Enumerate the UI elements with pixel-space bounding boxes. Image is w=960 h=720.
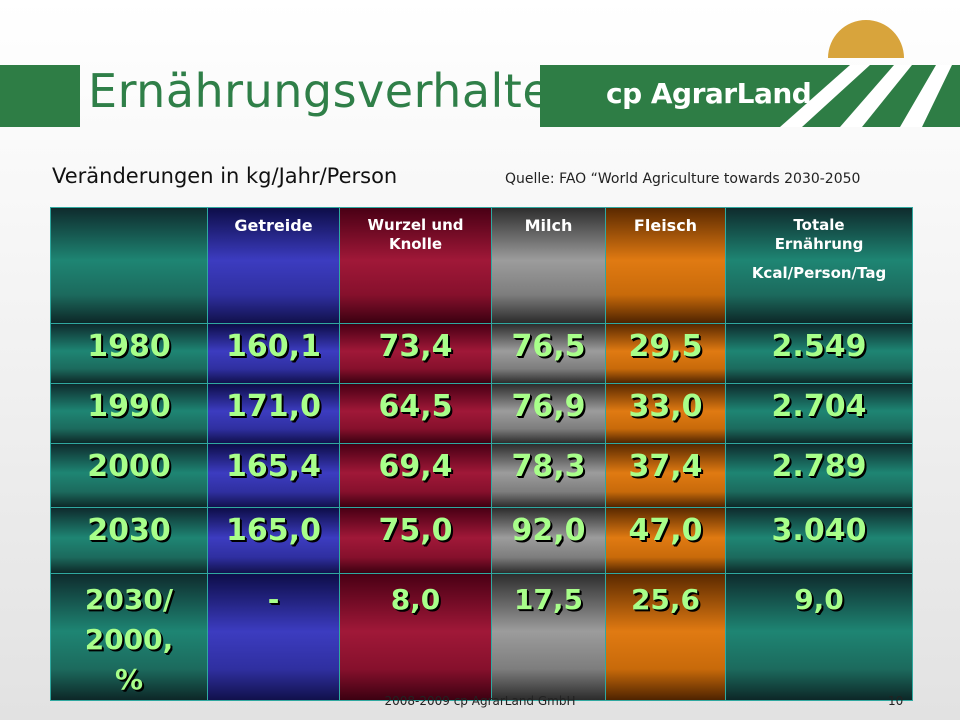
table-row: 2030 165,0 75,0 92,0 47,0 3.040 (50, 507, 913, 574)
header-cell-totale: Totale Ernährung Kcal/Person/Tag (725, 207, 913, 324)
header-label: Milch (524, 216, 573, 235)
table-row: 2000 165,4 69,4 78,3 37,4 2.789 (50, 443, 913, 508)
totale-cell: 2.704 (771, 389, 867, 424)
header-cell-fleisch: Fleisch (605, 207, 726, 324)
wurzel-cell: 64,5 (378, 389, 453, 424)
header-unit: Kcal/Person/Tag (751, 264, 887, 282)
header-label: Fleisch (633, 216, 698, 235)
totale-cell: 3.040 (771, 513, 867, 548)
sun-icon (828, 20, 904, 58)
page-number: 10 (888, 694, 904, 708)
milch-cell: 76,9 (511, 389, 586, 424)
getreide-cell: 165,0 (226, 513, 321, 548)
year-cell: 1990 (87, 389, 171, 424)
getreide-cell: 171,0 (226, 389, 321, 424)
fleisch-cell: 37,4 (628, 449, 703, 484)
header-cell-empty (50, 207, 208, 324)
field-furrows-graphic (780, 65, 952, 127)
source-note: Quelle: FAO “World Agriculture towards 2… (505, 171, 861, 187)
table-row: 1990 171,0 64,5 76,9 33,0 2.704 (50, 383, 913, 444)
table-header-row: Getreide Wurzel und Knolle Milch Fleisch… (50, 207, 913, 324)
wurzel-cell: 69,4 (378, 449, 453, 484)
header-cell-milch: Milch (491, 207, 606, 324)
milch-cell: 92,0 (511, 513, 586, 548)
year-cell: 2030 (87, 513, 171, 548)
year-cell: 1980 (87, 329, 171, 364)
wurzel-cell: 75,0 (378, 513, 453, 548)
fleisch-cell: 47,0 (628, 513, 703, 548)
milch-cell: 78,3 (511, 449, 586, 484)
fleisch-cell: 29,5 (628, 329, 703, 364)
header-label: Totale Ernährung (774, 216, 864, 253)
header-left-bar (0, 65, 80, 127)
table-row: 1980 160,1 73,4 76,5 29,5 2.549 (50, 323, 913, 384)
totale-cell: 2.549 (771, 329, 867, 364)
year-cell: 2030/ 2000, % (84, 583, 174, 696)
getreide-cell: - (267, 583, 280, 616)
fleisch-cell: 25,6 (630, 583, 701, 616)
year-cell: 2000 (87, 449, 171, 484)
milch-cell: 76,5 (511, 329, 586, 364)
header-label: Getreide (234, 216, 313, 235)
nutrition-table: Getreide Wurzel und Knolle Milch Fleisch… (50, 207, 913, 701)
table-row: 2030/ 2000, % - 8,0 17,5 25,6 9,0 (50, 573, 913, 701)
logo-text: cp AgrarLand (606, 77, 812, 110)
wurzel-cell: 8,0 (390, 583, 441, 616)
fleisch-cell: 33,0 (628, 389, 703, 424)
logo-panel: cp AgrarLand (540, 65, 960, 127)
header-label: Wurzel und Knolle (367, 216, 464, 253)
totale-cell: 2.789 (771, 449, 867, 484)
header-cell-wurzel: Wurzel und Knolle (339, 207, 492, 324)
getreide-cell: 160,1 (226, 329, 321, 364)
footer-text: 2008-2009 cp AgrarLand GmbH (384, 694, 576, 708)
header-cell-getreide: Getreide (207, 207, 340, 324)
totale-cell: 9,0 (794, 583, 844, 616)
wurzel-cell: 73,4 (378, 329, 453, 364)
page-title: Ernährungsverhalten (88, 64, 581, 118)
milch-cell: 17,5 (513, 583, 584, 616)
getreide-cell: 165,4 (226, 449, 321, 484)
table-subtitle: Veränderungen in kg/Jahr/Person (52, 164, 398, 188)
